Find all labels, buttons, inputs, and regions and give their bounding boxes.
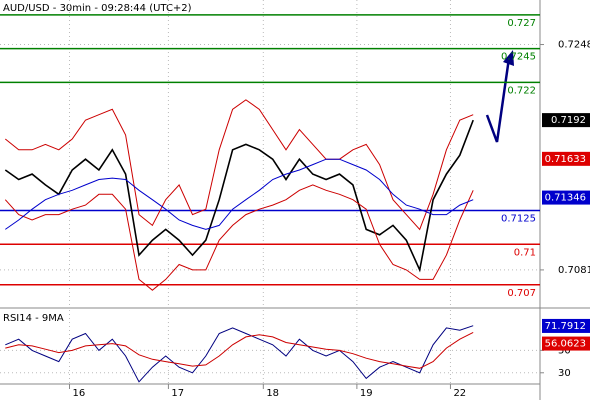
projection-arrow	[485, 57, 511, 143]
level-label: 0.7125	[501, 214, 536, 225]
value-badge	[542, 336, 590, 351]
level-label: 0.722	[507, 85, 536, 96]
x-tick-label: 19	[360, 388, 373, 399]
y-tick-label: 0.7248	[558, 40, 590, 51]
badge-label: 0.71346	[545, 193, 586, 204]
x-tick-label: 22	[453, 388, 466, 399]
level-label: 0.71	[514, 247, 536, 258]
value-badge	[542, 113, 590, 128]
level-label: 0.727	[507, 18, 536, 29]
series-line	[5, 325, 474, 383]
series-line	[4, 184, 474, 291]
series-line	[4, 99, 474, 231]
y-tick-label: 0.7081	[558, 265, 590, 276]
series-line	[5, 158, 474, 230]
value-badge	[542, 190, 590, 205]
series-line	[5, 331, 474, 369]
badge-label: 71.7912	[545, 321, 586, 332]
chart-title: AUD/USD - 30min - 09:28:44 (UTC+2)	[3, 3, 192, 14]
x-tick-label: 18	[266, 388, 279, 399]
arrow-head	[503, 50, 514, 66]
series-line	[4, 119, 474, 273]
value-badge	[542, 318, 590, 333]
badge-label: 0.7192	[551, 115, 586, 126]
level-label: 0.707	[507, 288, 536, 299]
x-tick-label: 17	[171, 388, 184, 399]
y-tick-label: 50	[558, 345, 571, 356]
y-tick-label: 30	[558, 368, 571, 379]
badge-label: 0.71633	[545, 154, 586, 165]
value-badge	[542, 151, 590, 166]
panel-title: RSI14 - 9MA	[3, 313, 64, 324]
x-tick-label: 16	[73, 388, 86, 399]
badge-label: 56.0623	[545, 339, 586, 350]
level-label: 0.7245	[501, 52, 536, 63]
